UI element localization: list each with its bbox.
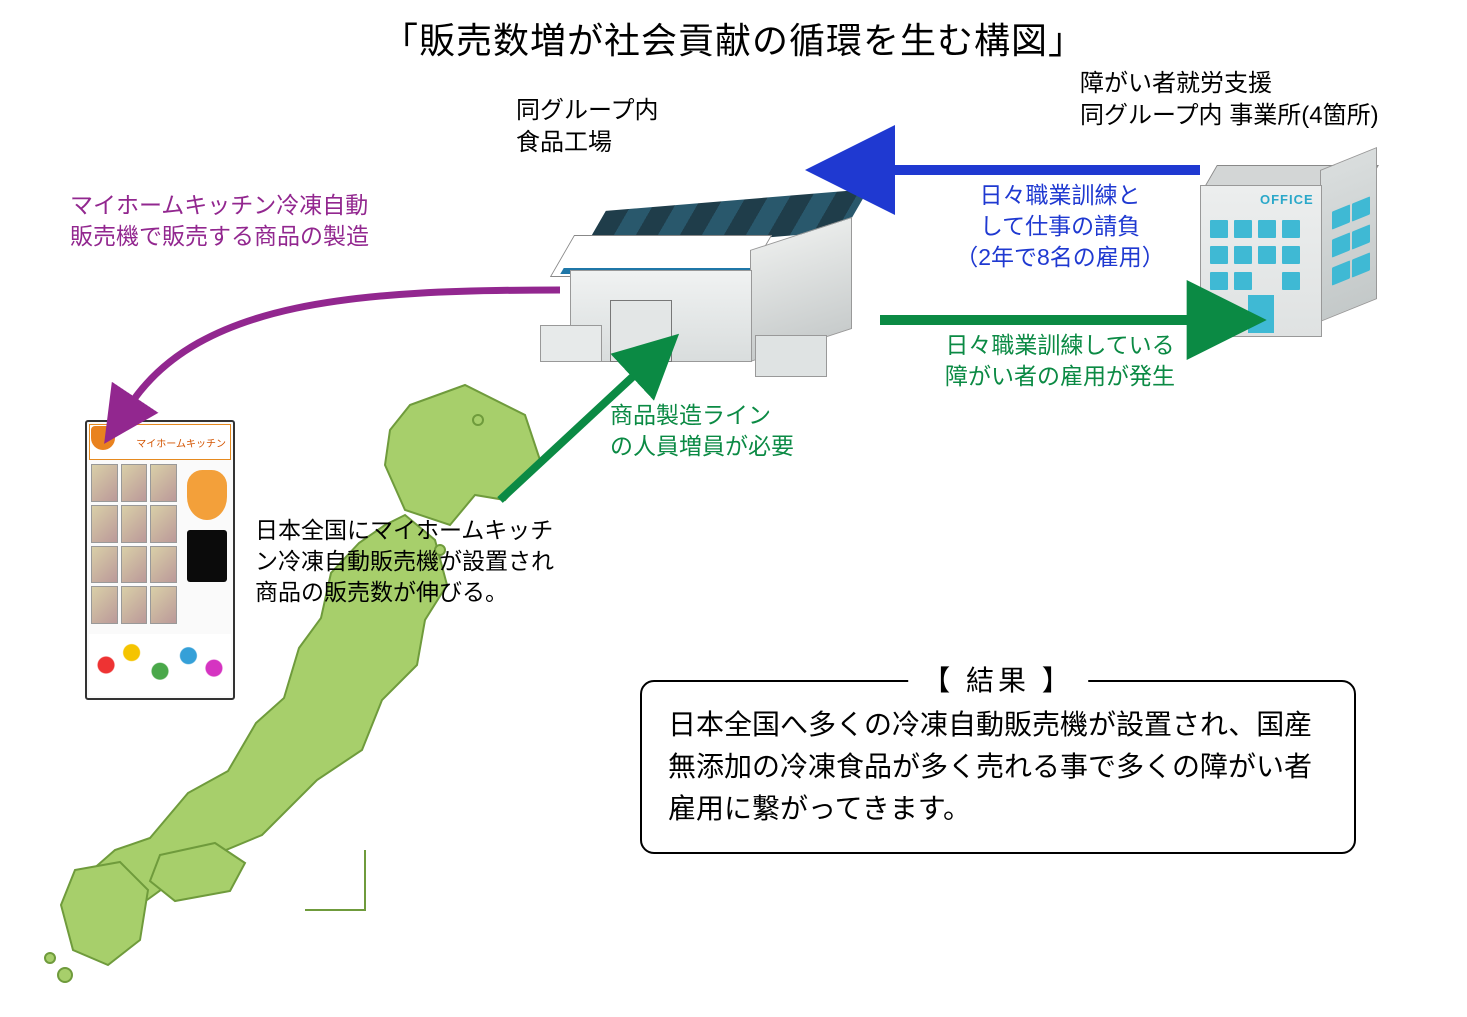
edge-label-green-left: 商品製造ライン の人員増員が必要 [610, 400, 794, 462]
office-sign-label: OFFICE [1260, 192, 1314, 207]
factory-building-icon [540, 150, 850, 370]
result-header: 【 結果 】 [908, 660, 1088, 702]
page-title: 「販売数増が社会貢献の循環を生む構図」 [0, 12, 1467, 64]
factory-label: 同グループ内 食品工場 [516, 95, 659, 160]
vending-brand-label: マイホームキッチン [136, 435, 226, 450]
office-label: 障がい者就労支援 同グループ内 事業所(4箇所) [1080, 68, 1379, 133]
edge-label-green-right: 日々職業訓練している 障がい者の雇用が発生 [930, 330, 1190, 392]
result-body: 日本全国へ多くの冷凍自動販売機が設置され、国産無添加の冷凍食品が多く売れる事で多… [668, 704, 1328, 830]
edge-label-purple: マイホームキッチン冷凍自動 販売機で販売する商品の製造 [70, 190, 369, 252]
vending-description: 日本全国にマイホームキッチン冷凍自動販売機が設置され商品の販売数が伸びる。 [255, 515, 565, 608]
result-box: 【 結果 】 日本全国へ多くの冷凍自動販売機が設置され、国産無添加の冷凍食品が多… [640, 680, 1356, 854]
vending-machine-icon: マイホームキッチン [85, 420, 235, 700]
diagram-canvas: 「販売数増が社会貢献の循環を生む構図」 [0, 0, 1467, 1017]
edge-label-blue: 日々職業訓練と して仕事の請負 （2年で8名の雇用） [930, 180, 1190, 273]
office-building-icon: OFFICE [1200, 160, 1380, 340]
